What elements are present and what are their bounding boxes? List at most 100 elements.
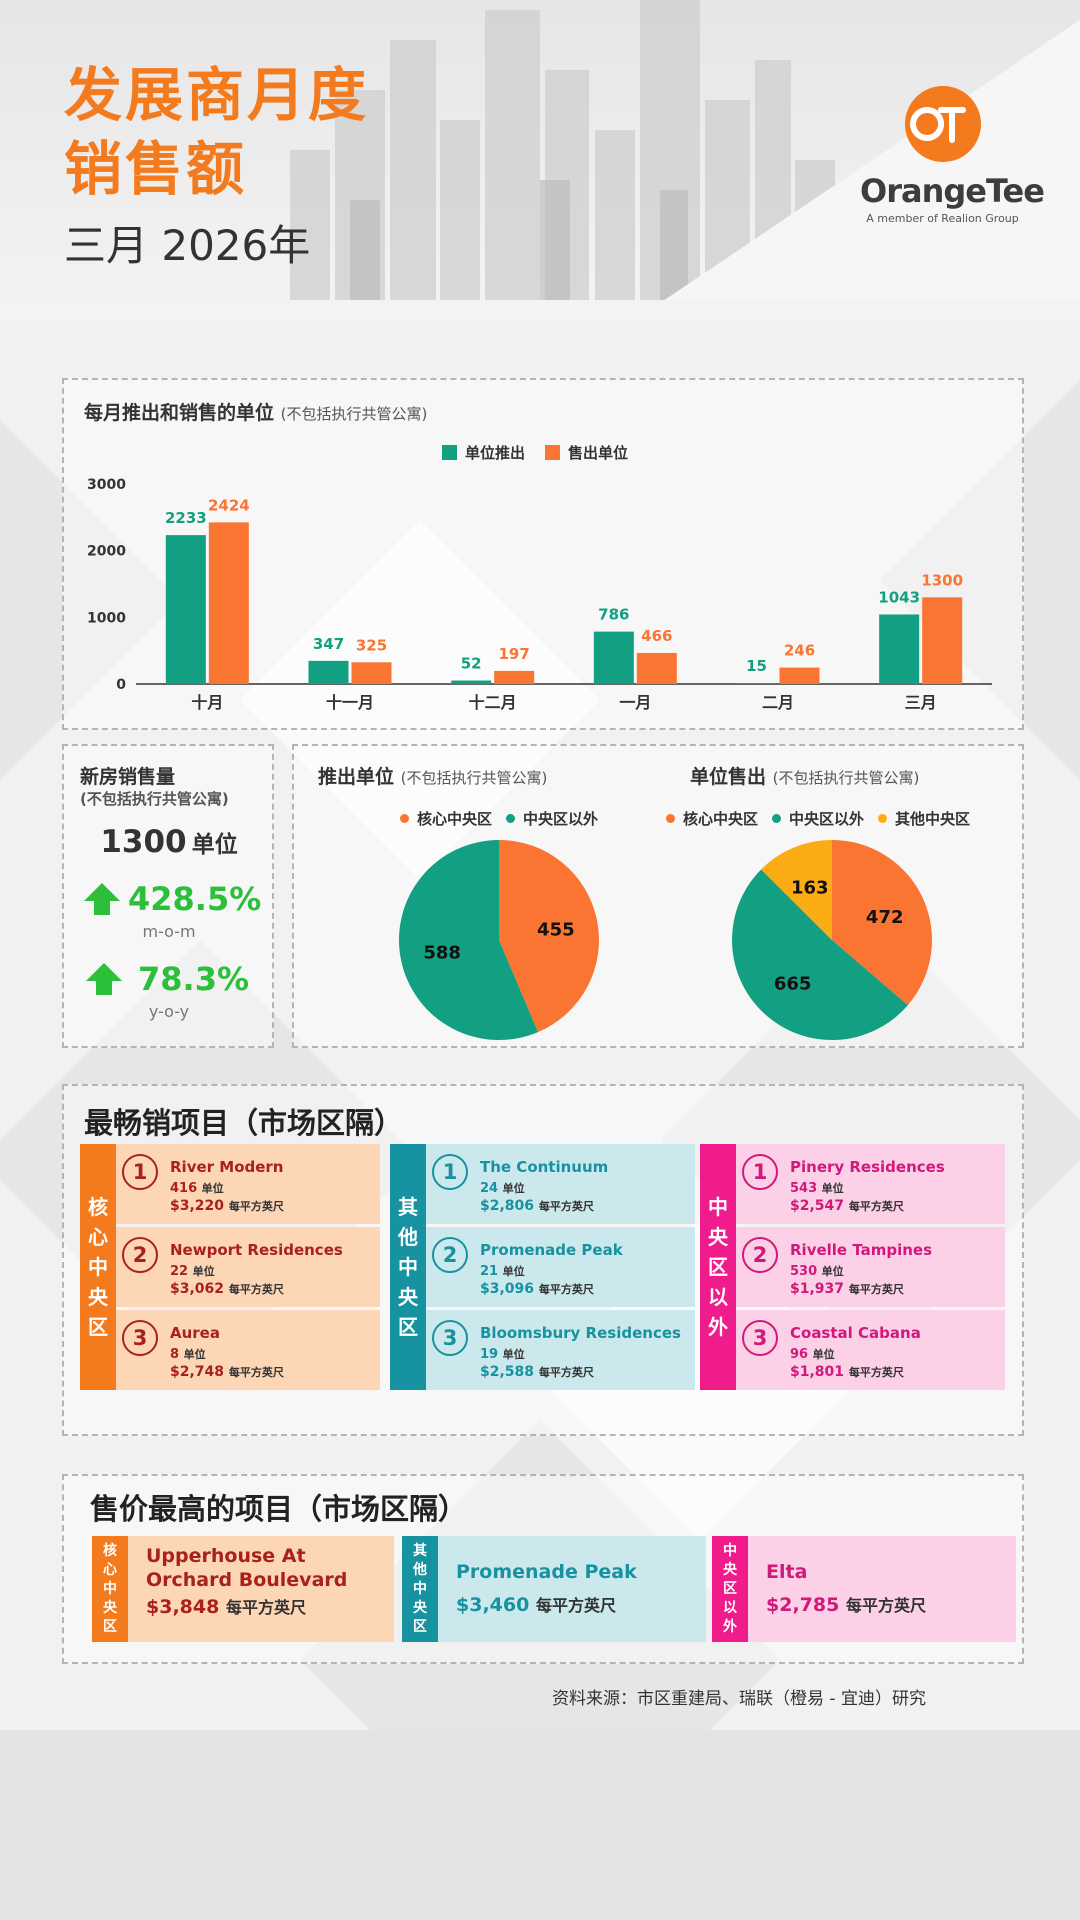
orangetee-logo: OrangeTee A member of Realion Group (860, 86, 1045, 225)
project-name: Aurea (170, 1324, 220, 1342)
project-name: Elta (766, 1561, 808, 1583)
source-note: 资料来源：市区重建局、瑞联（橙易 - 宜迪）研究 (552, 1689, 926, 1709)
bar-data-label: 2233 (165, 509, 207, 527)
highest-price-item: Elta $2,785 每平方英尺 (748, 1536, 1016, 1642)
pie-sold-title: 单位售出 (不包括执行共管公寓) (690, 766, 920, 788)
legend-item-launched: 单位推出 (442, 442, 525, 463)
rank-badge: 1 (742, 1154, 778, 1190)
x-tick-label: 十月 (191, 693, 223, 712)
logo-wordmark: OrangeTee (860, 172, 1045, 210)
bar-data-label: 246 (784, 642, 815, 660)
bar (351, 662, 392, 684)
segment-tag: 核心中央区 (80, 1144, 116, 1390)
pie-slice (499, 840, 599, 1033)
legend-item-ccr: 核心中央区 (666, 808, 758, 829)
legend-item-ocr: 中央区以外 (772, 808, 864, 829)
page-subtitle: 三月 2026年 (64, 221, 311, 270)
bar (736, 683, 777, 684)
legend-dot (878, 814, 888, 823)
median-psf: $2,547 每平方英尺 (790, 1198, 904, 1214)
best-selling-item: 2 Newport Residences 22 单位 $3,062 每平方英尺 (116, 1227, 380, 1307)
pie-data-label: 163 (791, 877, 829, 898)
legend-dot (506, 814, 516, 823)
bar (308, 660, 349, 684)
pie-sold-legend: 核心中央区 中央区以外 其他中央区 (666, 808, 970, 829)
x-tick-label: 十一月 (326, 693, 374, 712)
median-psf: $2,806 每平方英尺 (480, 1198, 594, 1214)
rank-badge: 1 (432, 1154, 468, 1190)
best-selling-title: 最畅销项目（市场区隔） (84, 1106, 404, 1140)
pie-launched-title: 推出单位 (不包括执行共管公寓) (318, 766, 548, 788)
units-sold: 96 单位 (790, 1347, 835, 1362)
units-sold: 543 单位 (790, 1181, 844, 1196)
bar (165, 535, 206, 684)
bar (636, 652, 677, 684)
project-name: Pinery Residences (790, 1158, 945, 1176)
units-sold: 22 单位 (170, 1264, 215, 1279)
median-psf: $3,096 每平方英尺 (480, 1281, 594, 1297)
best-selling-item: 1 The Continuum 24 单位 $2,806 每平方英尺 (426, 1144, 695, 1224)
rank-badge: 3 (122, 1320, 158, 1356)
price-psf: $3,460 每平方英尺 (456, 1594, 616, 1616)
bar-data-label: 2424 (208, 496, 250, 514)
project-name: River Modern (170, 1158, 284, 1176)
bar-data-label: 786 (598, 606, 629, 624)
segment-tag: 中央区以外 (700, 1144, 736, 1390)
bar-data-label: 325 (356, 636, 387, 654)
best-selling-item: 3 Bloomsbury Residences 19 单位 $2,588 每平方英尺 (426, 1310, 695, 1390)
rank-badge: 2 (432, 1237, 468, 1273)
best-selling-item: 2 Promenade Peak 21 单位 $3,096 每平方英尺 (426, 1227, 695, 1307)
segment-tag: 中央区以外 (712, 1536, 748, 1642)
x-tick-label: 三月 (905, 693, 937, 712)
bar (451, 680, 492, 684)
bar (922, 597, 963, 684)
rank-badge: 2 (122, 1237, 158, 1273)
new-sales-box: 新房销售量 (不包括执行共管公寓) 1300 单位 428.5% m-o-m 7… (62, 744, 274, 1048)
legend-swatch (545, 445, 561, 460)
bar-data-label: 197 (499, 645, 530, 663)
pie-slice (832, 840, 932, 1006)
footer-band (0, 1730, 1080, 1920)
units-sold: 19 单位 (480, 1347, 525, 1362)
median-psf: $3,062 每平方英尺 (170, 1281, 284, 1297)
rank-badge: 2 (742, 1237, 778, 1273)
units-sold: 21 单位 (480, 1264, 525, 1279)
pie-launched-legend: 核心中央区 中央区以外 (400, 808, 598, 829)
new-sales-title: 新房销售量 (80, 766, 176, 788)
highest-price-item: Upperhouse At Orchard Boulevard $3,848 每平方… (128, 1536, 394, 1642)
rank-badge: 3 (742, 1320, 778, 1356)
mom-change: 428.5% (82, 880, 261, 918)
rank-badge: 3 (432, 1320, 468, 1356)
legend-item-rcr: 其他中央区 (878, 808, 970, 829)
x-tick-label: 十二月 (469, 693, 517, 712)
units-sold: 24 单位 (480, 1181, 525, 1196)
project-name: Promenade Peak (480, 1241, 623, 1259)
pie-data-label: 665 (774, 974, 812, 995)
bar-data-label: 466 (641, 627, 672, 645)
x-tick-label: 二月 (762, 693, 794, 712)
bar-chart-legend: 单位推出 售出单位 (442, 442, 628, 463)
logo-mark-icon (904, 86, 981, 162)
arrow-up-icon (84, 883, 120, 915)
new-sales-note: (不包括执行共管公寓) (80, 790, 229, 808)
bar (494, 670, 535, 684)
pie-data-label: 472 (866, 907, 904, 928)
new-sales-units: 1300 单位 (100, 824, 238, 860)
arrow-up-icon (86, 963, 122, 995)
pie-chart-sold: 472 665 163 (731, 840, 932, 1041)
bar-data-label: 52 (461, 655, 482, 673)
y-tick-label: 3000 (87, 477, 126, 493)
segment-tag: 其他中央区 (390, 1144, 426, 1390)
units-sold: 416 单位 (170, 1181, 224, 1196)
legend-dot (666, 814, 675, 823)
pie-slice (399, 840, 538, 1040)
bar-data-label: 347 (313, 635, 344, 653)
y-tick-label: 0 (116, 677, 126, 693)
legend-swatch (442, 445, 457, 460)
best-selling-item: 2 Rivelle Tampines 530 单位 $1,937 每平方英尺 (736, 1227, 1005, 1307)
bar-chart-title: 每月推出和销售的单位 (不包括执行共管公寓) (84, 402, 428, 424)
mom-label: m-o-m (142, 922, 196, 941)
segment-tag: 其他中央区 (402, 1536, 438, 1642)
yoy-label: y-o-y (148, 1002, 190, 1021)
